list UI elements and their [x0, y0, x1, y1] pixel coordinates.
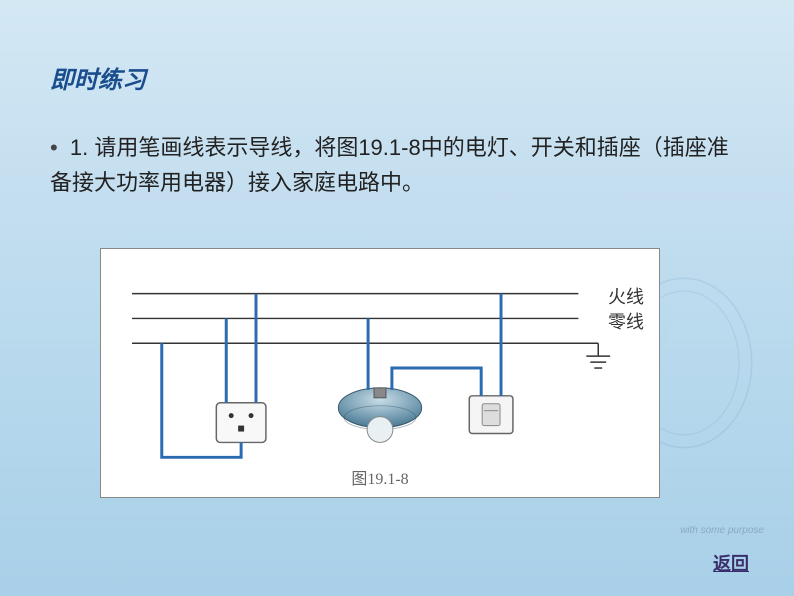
neutral-wire-label: 零线: [608, 308, 644, 334]
question-number: 1.: [70, 135, 88, 160]
circuit-diagram: 火线 零线 图19.1-8: [100, 248, 660, 498]
circuit-svg: [101, 249, 659, 497]
back-button[interactable]: 返回: [713, 550, 749, 576]
figure-caption: 图19.1-8: [351, 465, 408, 489]
switch: [469, 396, 513, 434]
ground-symbol: [586, 343, 610, 368]
footer-tag: with some purpose: [680, 525, 764, 536]
section-title: 即时练习: [50, 60, 146, 95]
lamp: [338, 388, 421, 443]
question-text: • 1. 请用笔画线表示导线，将图19.1-8中的电灯、开关和插座（插座准备接大…: [50, 130, 734, 200]
question-body: 请用笔画线表示导线，将图19.1-8中的电灯、开关和插座（插座准备接大功率用电器…: [50, 135, 729, 195]
socket: [216, 403, 266, 443]
main-wires: [132, 294, 598, 344]
live-wire-label: 火线: [608, 283, 644, 309]
bullet-icon: •: [50, 130, 58, 165]
